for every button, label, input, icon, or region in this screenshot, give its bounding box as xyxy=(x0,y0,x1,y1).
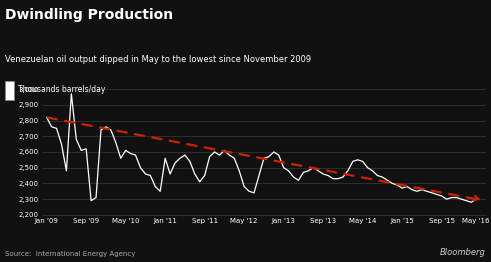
Text: Dwindling Production: Dwindling Production xyxy=(5,8,173,22)
Text: Venezuelan oil output dipped in May to the lowest since November 2009: Venezuelan oil output dipped in May to t… xyxy=(5,55,311,64)
Text: Thousands barrels/day: Thousands barrels/day xyxy=(18,85,105,94)
Text: Bloomberg: Bloomberg xyxy=(440,248,486,257)
Text: Source:  International Energy Agency: Source: International Energy Agency xyxy=(5,251,136,257)
